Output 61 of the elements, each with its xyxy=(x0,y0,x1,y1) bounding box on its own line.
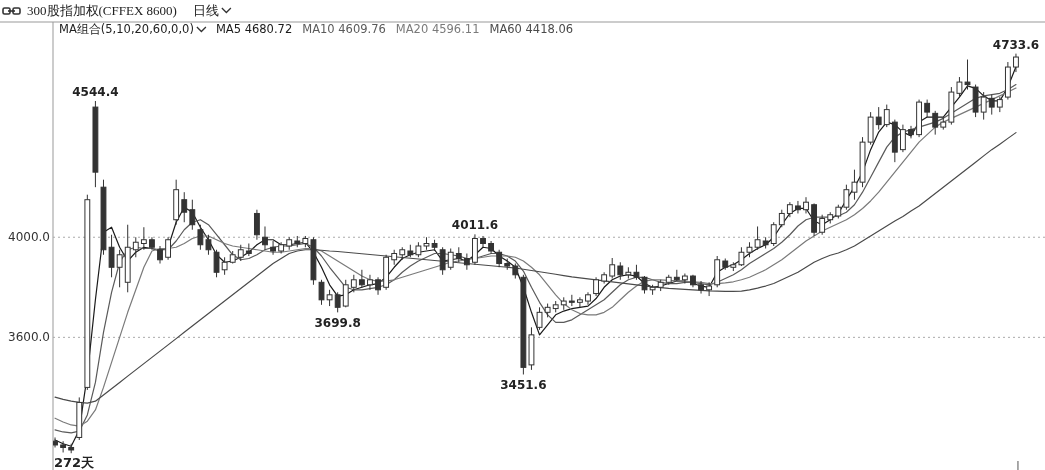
candlestick xyxy=(318,279,325,306)
candlestick xyxy=(480,235,486,248)
text: MA20 4596.11 xyxy=(395,22,480,36)
candlestick xyxy=(875,106,882,131)
candlestick xyxy=(472,233,478,266)
candlestick xyxy=(883,104,890,128)
candlestick xyxy=(1013,53,1019,73)
candlestick xyxy=(447,248,454,271)
annotation: 4733.6 xyxy=(992,37,1040,52)
text: MA10 4609.76 xyxy=(302,22,386,36)
candlestick xyxy=(463,253,470,271)
candlestick xyxy=(988,94,995,116)
candlestick xyxy=(253,209,260,241)
legend-title: MA组合(5,10,20,60,0,0) xyxy=(59,22,194,36)
chart-subtitle: 日线 xyxy=(192,3,219,18)
candlestick xyxy=(609,257,616,280)
candlestick xyxy=(681,273,688,285)
candlestick xyxy=(980,91,987,121)
candlestick xyxy=(795,200,801,214)
candlestick xyxy=(189,199,196,231)
candlestick xyxy=(181,191,188,223)
candlestick xyxy=(536,306,543,331)
line-series xyxy=(54,132,1017,404)
candlestick xyxy=(262,225,268,251)
candlestick xyxy=(367,274,373,291)
text: MA60 4418.06 xyxy=(489,22,574,36)
candlestick xyxy=(116,249,123,288)
candlestick xyxy=(358,269,365,288)
candlestick xyxy=(60,440,67,453)
annotation: 3699.8 xyxy=(314,316,361,331)
candlestick xyxy=(738,246,745,267)
candlestick xyxy=(593,276,599,297)
candlestick xyxy=(770,221,777,247)
annotation: 3451.6 xyxy=(500,378,547,393)
candlestick xyxy=(698,280,704,295)
candlestick xyxy=(803,196,809,214)
candlestick xyxy=(439,246,446,276)
candlestick xyxy=(140,226,147,251)
candlestick xyxy=(706,281,713,297)
annotation: 4011.6 xyxy=(451,218,499,233)
candlestick xyxy=(899,124,906,153)
text: MA5 4680.72 xyxy=(215,22,293,36)
chart-title: 300股指加权(CFFEX 8600) xyxy=(27,3,177,18)
candlestick xyxy=(908,125,914,139)
candlestick xyxy=(334,291,341,313)
candlestick xyxy=(132,236,139,258)
candlestick xyxy=(197,224,204,251)
candlestick xyxy=(576,296,583,308)
y-tick-label: 3600.0 xyxy=(8,330,50,345)
candlestick xyxy=(165,236,172,261)
annotation: 272天 xyxy=(54,455,96,470)
candlestick xyxy=(342,279,349,308)
candlestick xyxy=(819,214,826,236)
candlestick xyxy=(932,110,939,136)
candlestick xyxy=(270,240,276,256)
annotation: 4544.4 xyxy=(72,84,119,99)
candlestick xyxy=(843,184,850,211)
candlestick xyxy=(53,436,58,448)
candlestick xyxy=(213,249,220,278)
candlestick xyxy=(205,234,212,256)
y-tick-label: 4000.0 xyxy=(8,230,50,245)
